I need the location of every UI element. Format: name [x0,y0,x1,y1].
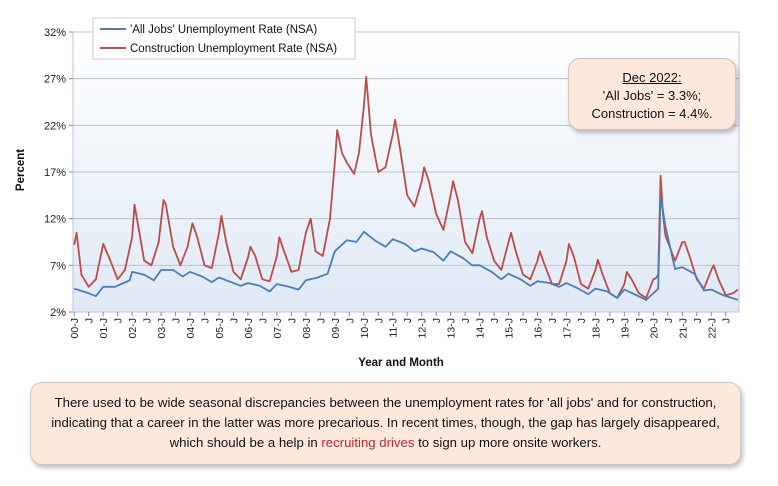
x-tick-label: 22-J [706,318,718,338]
x-axis-ticks: 00-J J 01-J J 02-J J 03-J J 04-J J 05-J J 06-J J 07-J J… [69,312,733,338]
x-tick-label: J [489,318,501,323]
x-tick-label: J [344,318,356,323]
x-tick-label: J [84,318,96,323]
x-tick-label: J [692,318,704,323]
dec-2022-callout: Dec 2022: 'All Jobs' = 3.3%; Constructio… [568,58,736,130]
callout-all-jobs-value: 'All Jobs' = 3.3%; [602,88,702,103]
x-tick-label: 17-J [561,318,573,338]
x-tick-label: 19-J [619,318,631,338]
x-tick-label: 00-J [69,318,81,338]
x-tick-label: J [402,318,414,323]
x-axis-title: Year and Month [358,357,444,369]
y-tick-label: 32% [44,27,66,39]
y-axis-title: Percent [15,149,27,191]
x-tick-label: J [460,318,472,323]
y-tick-label: 12% [44,214,66,226]
x-tick-label: 03-J [156,318,168,338]
x-tick-label: 13-J [446,318,458,338]
x-tick-label: J [113,318,125,323]
x-tick-label: J [171,318,183,323]
y-tick-label: 17% [44,167,66,179]
x-tick-label: 06-J [243,318,255,338]
x-tick-label: 09-J [330,318,342,338]
unemployment-chart: 2%7%12%17%22%27%32% 00-J J 01-J J 02-J J 03-J J… [15,17,740,369]
x-tick-label: 21-J [677,318,689,338]
recruiting-drives-link[interactable]: recruiting drives [321,435,415,450]
y-tick-label: 22% [44,120,66,132]
x-tick-label: J [228,318,240,323]
x-tick-label: J [576,318,588,323]
x-tick-label: J [431,318,443,323]
series-lines [73,75,739,301]
x-tick-label: 04-J [185,318,197,338]
x-tick-label: J [547,318,559,323]
x-tick-label: 15-J [504,318,516,338]
callout-construction-value: Construction = 4.4%. [591,106,713,121]
x-tick-label: J [200,318,212,323]
commentary-note: There used to be wide seasonal discrepan… [30,382,741,465]
legend: 'All Jobs' Unemployment Rate (NSA) Const… [92,17,356,60]
x-tick-label: J [634,318,646,323]
x-tick-label: 01-J [98,318,110,338]
note-text-after: to sign up more onsite workers. [414,435,602,450]
x-tick-label: 07-J [272,318,284,338]
x-tick-label: J [286,318,298,323]
x-tick-label: 10-J [359,318,371,338]
note-text-before: There used to be wide seasonal discrepan… [51,395,720,450]
x-tick-label: 11-J [388,318,400,338]
x-tick-label: J [663,318,675,323]
x-tick-label: J [605,318,617,323]
legend-box [92,17,356,60]
x-tick-label: 02-J [127,318,139,338]
callout-title: Dec 2022: [622,70,682,85]
legend-label-construction: Construction Unemployment Rate (NSA) [130,43,337,55]
construction-series-line [73,75,739,299]
x-tick-label: J [518,318,530,323]
all-jobs-series-line [73,195,739,301]
x-tick-label: J [142,318,154,323]
x-tick-label: J [315,318,327,323]
x-tick-label: J [257,318,269,323]
y-tick-label: 27% [44,74,66,86]
x-tick-label: J [721,318,733,323]
x-tick-label: 05-J [214,318,226,338]
x-tick-label: 14-J [475,318,487,338]
x-tick-label: 12-J [417,318,429,338]
x-tick-label: 08-J [301,318,313,338]
legend-label-all-jobs: 'All Jobs' Unemployment Rate (NSA) [130,24,317,36]
x-tick-label: 18-J [590,318,602,338]
y-axis-ticks: 2% 7% 12% 17% 22% 27% 32% [44,27,73,319]
y-tick-label: 7% [50,260,66,272]
y-tick-label: 2% [50,307,66,319]
x-tick-label: 16-J [533,318,545,338]
x-tick-label: J [373,318,385,323]
x-tick-label: 20-J [648,318,660,338]
